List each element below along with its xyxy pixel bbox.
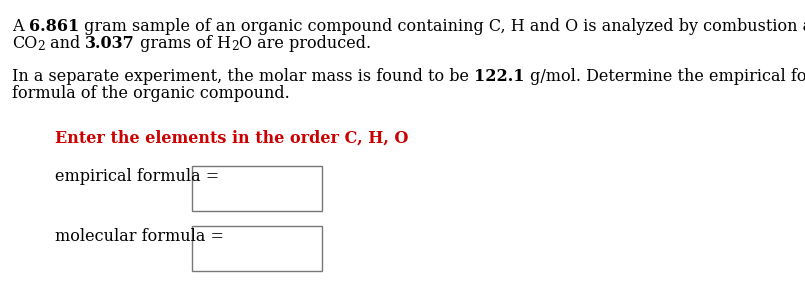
Text: formula of the organic compound.: formula of the organic compound. — [12, 85, 290, 102]
Text: 2: 2 — [231, 40, 238, 53]
Text: 3.037: 3.037 — [85, 35, 135, 52]
Text: empirical formula =: empirical formula = — [55, 168, 219, 185]
Text: molecular formula =: molecular formula = — [55, 228, 224, 245]
Text: In a separate experiment, the molar mass is found to be: In a separate experiment, the molar mass… — [12, 68, 474, 85]
Bar — [192, 226, 322, 271]
Text: 6.861: 6.861 — [29, 18, 79, 35]
Text: and: and — [45, 35, 85, 52]
Bar — [192, 166, 322, 211]
Text: A: A — [12, 18, 29, 35]
Text: O are produced.: O are produced. — [238, 35, 371, 52]
Text: 2: 2 — [37, 40, 45, 53]
Text: g/mol. Determine the empirical formula and the molecular: g/mol. Determine the empirical formula a… — [525, 68, 805, 85]
Text: CO: CO — [12, 35, 37, 52]
Text: gram sample of an organic compound containing C, H and O is analyzed by combusti: gram sample of an organic compound conta… — [79, 18, 805, 35]
Text: Enter the elements in the order C, H, O: Enter the elements in the order C, H, O — [55, 130, 408, 147]
Text: 122.1: 122.1 — [474, 68, 525, 85]
Text: grams of H: grams of H — [135, 35, 231, 52]
